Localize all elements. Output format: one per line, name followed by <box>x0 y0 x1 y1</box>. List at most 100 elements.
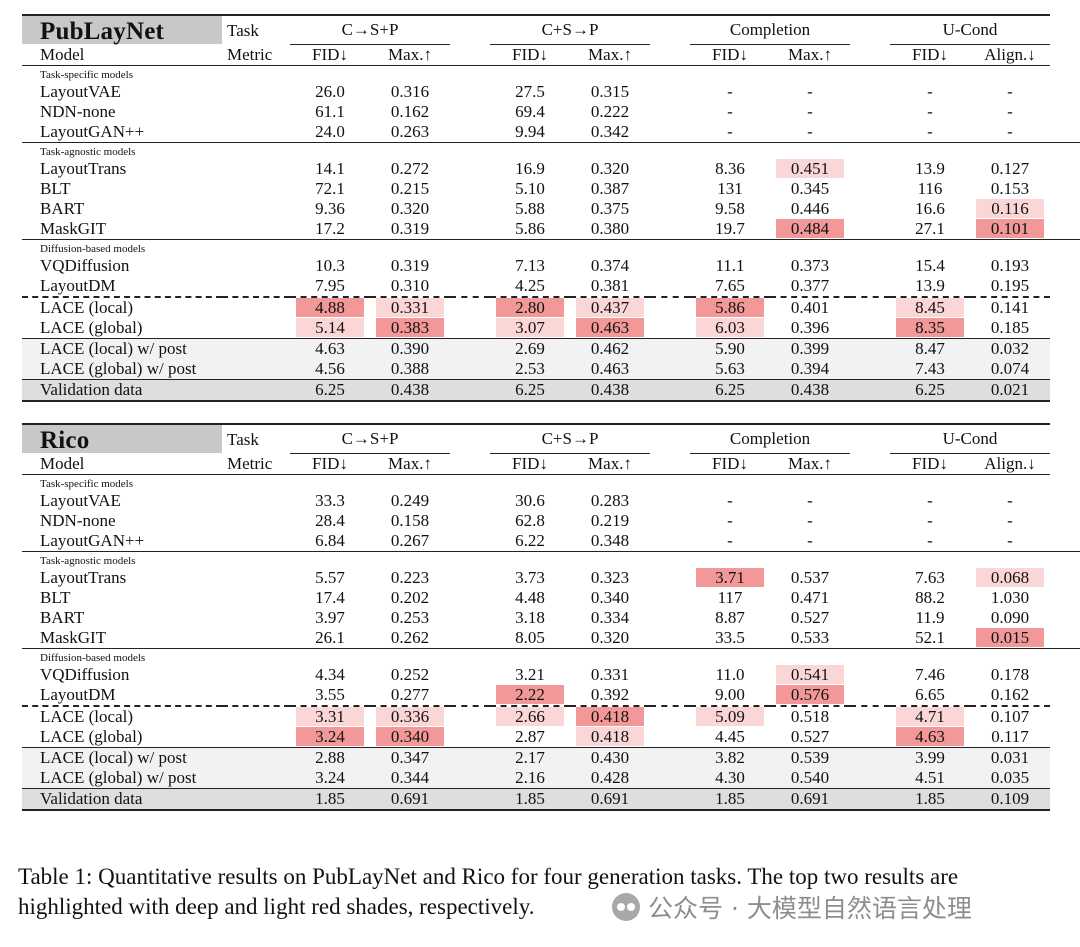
value-cell: 33.5 <box>690 628 770 649</box>
header-row-tasks: PubLayNet Task C→S+P C+S→P Completion U-Cond <box>22 14 1080 45</box>
value-cell: 117 <box>690 588 770 608</box>
cell-value: 15.4 <box>915 256 945 275</box>
value-cell: 16.6 <box>890 199 970 219</box>
metric-label: Metric <box>222 44 290 66</box>
section-header-row: Task-specific models <box>22 474 1080 491</box>
value-cell: 0.540 <box>770 767 850 788</box>
highlighted-cell-light: 0.116 <box>970 199 1050 219</box>
cell-value: 0.380 <box>590 219 630 238</box>
value-cell: 9.00 <box>690 684 770 707</box>
model-name: BART <box>40 608 85 627</box>
value-cell: 0.283 <box>570 491 650 511</box>
value-cell: 5.63 <box>690 358 770 379</box>
cell-value: 1.85 <box>715 789 745 808</box>
cell-value: 3.55 <box>315 685 345 704</box>
value-cell: - <box>970 531 1050 552</box>
highlighted-cell-light: 0.541 <box>770 665 850 685</box>
highlighted-cell-light: 0.437 <box>570 297 650 318</box>
column-gap <box>850 44 890 66</box>
metric-header: Max.↑ <box>370 44 450 66</box>
cell-value: 3.71 <box>696 568 764 587</box>
value-cell: 0.334 <box>570 608 650 628</box>
column-gap <box>850 122 890 143</box>
column-gap <box>650 199 690 219</box>
cell-value: - <box>1007 122 1013 141</box>
value-cell: 69.4 <box>490 102 570 122</box>
value-cell: 33.3 <box>290 491 370 511</box>
cell-value: 5.90 <box>715 339 745 358</box>
cell-value: 0.117 <box>991 727 1029 746</box>
cell-value: - <box>807 122 813 141</box>
column-gap <box>850 727 890 748</box>
cell-value: 0.219 <box>590 511 630 530</box>
metric-header: Max.↑ <box>570 44 650 66</box>
cell-value: 5.86 <box>696 298 764 317</box>
column-gap <box>450 122 490 143</box>
cell-value: 6.22 <box>515 531 545 550</box>
cell-value: 0.484 <box>776 219 844 238</box>
column-gap <box>450 219 490 240</box>
value-cell: 0.319 <box>370 219 450 240</box>
cell-value: - <box>807 531 813 550</box>
model-name: LayoutTrans <box>40 159 127 178</box>
task-name: C→S+P <box>341 429 399 449</box>
highlighted-cell-deep: 2.22 <box>490 684 570 707</box>
cell-value: 3.07 <box>496 318 564 337</box>
task-group-header: C+S→P <box>490 14 650 45</box>
section-header-row: Diffusion-based models <box>22 238 1080 256</box>
value-cell: - <box>690 102 770 122</box>
watermark: 公众号 · 大模型自然语言处理 <box>612 889 972 925</box>
highlighted-cell-light: 4.71 <box>890 706 970 727</box>
cell-value: 2.22 <box>496 685 564 704</box>
column-gap <box>850 746 890 768</box>
value-cell: 5.57 <box>290 568 370 588</box>
value-cell: 0.035 <box>970 767 1050 788</box>
column-gap <box>850 588 890 608</box>
cell-value: 62.8 <box>515 511 545 530</box>
cell-value: 0.127 <box>990 159 1030 178</box>
cell-value: 4.48 <box>515 588 545 607</box>
cell-value: 16.9 <box>515 159 545 178</box>
value-cell: 3.18 <box>490 608 570 628</box>
value-cell: 4.48 <box>490 588 570 608</box>
table-row: LayoutDM 7.95 0.310 4.25 0.381 7.65 0.377 13.9 0… <box>22 275 1080 298</box>
column-gap <box>450 14 490 44</box>
cell-value: 0.691 <box>790 789 830 808</box>
value-cell: - <box>970 102 1050 122</box>
cell-value: 8.36 <box>715 159 745 178</box>
cell-value: 69.4 <box>515 102 545 121</box>
cell-value: 2.53 <box>515 359 545 378</box>
cell-value: 0.533 <box>790 628 830 647</box>
value-cell: 8.05 <box>490 628 570 649</box>
highlighted-cell-deep: 0.418 <box>570 706 650 727</box>
value-cell: 0.219 <box>570 511 650 531</box>
value-cell: 0.153 <box>970 179 1050 199</box>
cell-value: 5.10 <box>515 179 545 198</box>
value-cell: 2.53 <box>490 358 570 379</box>
cell-value: - <box>727 122 733 141</box>
highlighted-cell-light: 8.45 <box>890 297 970 318</box>
value-cell: 16.9 <box>490 159 570 179</box>
cell-value: 5.09 <box>696 707 764 726</box>
cell-value: 0.315 <box>590 82 630 101</box>
value-cell: 4.30 <box>690 767 770 788</box>
column-gap <box>450 727 490 748</box>
cell-value: 0.377 <box>790 276 830 295</box>
table-caption: Table 1: Quantitative results on PubLayN… <box>18 864 959 919</box>
cell-value: 0.162 <box>390 102 430 121</box>
cell-value: 117 <box>717 588 743 607</box>
section-header-row: Task-agnostic models <box>22 141 1080 159</box>
cell-value: 0.032 <box>990 339 1030 358</box>
cell-value: - <box>807 102 813 121</box>
cell-value: 11.9 <box>915 608 945 627</box>
value-cell: 3.24 <box>290 767 370 788</box>
value-cell: 0.387 <box>570 179 650 199</box>
cell-value: 5.57 <box>315 568 345 587</box>
cell-value: 0.323 <box>590 568 630 587</box>
cell-value: 0.334 <box>590 608 630 627</box>
column-gap <box>850 608 890 628</box>
value-cell: 4.45 <box>690 727 770 748</box>
section-title: Task-agnostic models <box>22 550 1080 568</box>
value-cell: 0.107 <box>970 706 1050 727</box>
column-gap <box>450 787 490 811</box>
